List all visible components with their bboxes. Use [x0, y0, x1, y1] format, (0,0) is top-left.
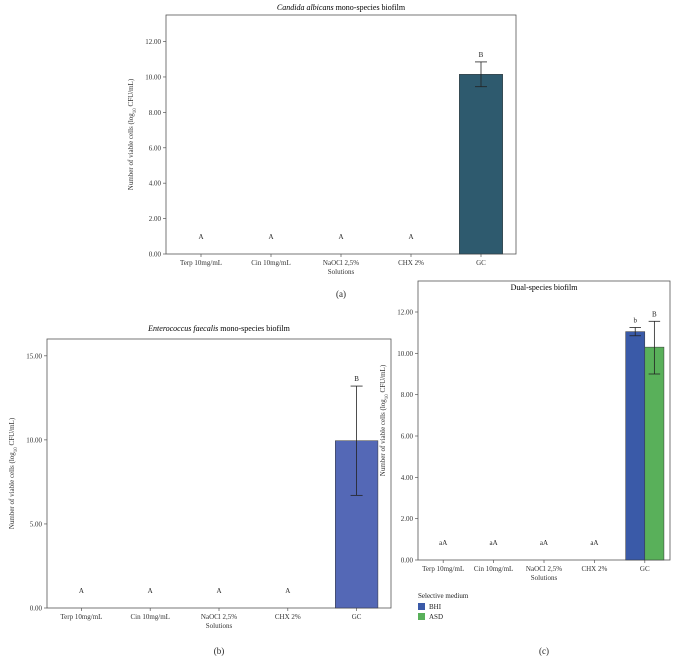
panel-label: (b)	[214, 646, 225, 656]
x-tick-label: Cin 10mg/mL	[474, 565, 513, 573]
significance-letter: B	[354, 375, 359, 383]
x-axis-label: Solutions	[328, 268, 355, 276]
y-axis-label: Number of viable cells (log10 CFU/mL)	[127, 78, 138, 190]
x-axis-label: Solutions	[531, 574, 558, 582]
x-tick-label: GC	[476, 259, 486, 267]
legend-swatch-bhi	[418, 603, 425, 610]
y-tick-label: 2.00	[149, 215, 162, 223]
y-tick-label: 2.00	[401, 515, 414, 523]
significance-letter: aA	[540, 539, 548, 547]
y-tick-label: 10.00	[397, 350, 413, 358]
significance-letter: aA	[490, 539, 498, 547]
x-tick-label: GC	[352, 613, 362, 621]
y-tick-label: 8.00	[401, 391, 414, 399]
legend-swatch-asd	[418, 613, 425, 620]
x-tick-label: Terp 10mg/mL	[60, 613, 102, 621]
significance-letter: A	[285, 587, 290, 595]
legend-label: ASD	[429, 613, 443, 621]
chart-a: Candida albicans mono-species biofilm 0.0…	[127, 3, 517, 299]
significance-letter: B	[479, 51, 484, 59]
legend-title: Selective medium	[418, 592, 469, 600]
bar-bhi	[625, 331, 646, 561]
x-tick-label: Terp 10mg/mL	[422, 565, 464, 573]
x-tick-label: NaOCl 2,5%	[201, 613, 237, 621]
significance-letter: aA	[439, 539, 447, 547]
y-axis-label: Number of viable cells (log10 CFU/mL)	[379, 364, 390, 476]
x-tick-label: CHX 2%	[398, 259, 424, 267]
significance-letter: A	[79, 587, 84, 595]
chart-c: Dual-species biofilm 0.00 2.00 4.00 6.00 8.00…	[379, 280, 671, 656]
x-tick-label: Cin 10mg/mL	[251, 259, 290, 267]
y-tick-label: 4.00	[149, 180, 162, 188]
x-axis-label: Solutions	[206, 622, 233, 630]
y-tick-label: 10.00	[145, 73, 161, 81]
y-tick-label: 10.00	[26, 436, 42, 444]
legend-label: BHI	[429, 603, 442, 611]
y-tick-label: 6.00	[401, 433, 414, 441]
x-tick-label: GC	[640, 565, 650, 573]
y-tick-label: 0.00	[30, 605, 43, 613]
significance-letter: A	[198, 233, 203, 241]
y-tick-label: 12.00	[397, 309, 413, 317]
chart-title: Dual-species biofilm	[511, 283, 579, 292]
y-tick-label: 4.00	[401, 474, 414, 482]
significance-letter: A	[268, 233, 273, 241]
significance-letter: b	[633, 317, 637, 325]
significance-letter: A	[216, 587, 221, 595]
y-tick-label: 12.00	[145, 38, 161, 46]
significance-letter: A	[148, 587, 153, 595]
y-tick-label: 8.00	[149, 109, 162, 117]
chart-title: Enterococcus faecalis mono-species biofi…	[147, 324, 290, 333]
y-tick-label: 0.00	[149, 251, 162, 259]
chart-b: Enterococcus faecalis mono-species biofi…	[8, 324, 392, 656]
x-tick-label: CHX 2%	[275, 613, 301, 621]
x-tick-label: CHX 2%	[581, 565, 607, 573]
y-tick-label: 15.00	[26, 352, 42, 360]
y-axis-label: Number of viable cells (log10 CFU/mL)	[8, 417, 19, 529]
bar-value	[459, 74, 503, 255]
significance-letter: A	[408, 233, 413, 241]
x-tick-label: Cin 10mg/mL	[130, 613, 169, 621]
x-tick-label: NaOCl 2,5%	[526, 565, 562, 573]
bar-asd	[644, 346, 665, 561]
significance-letter: aA	[590, 539, 598, 547]
panel-label: (c)	[539, 646, 549, 656]
significance-letter: A	[338, 233, 343, 241]
chart-title: Candida albicans mono-species biofilm	[277, 3, 406, 12]
panel-label: (a)	[336, 289, 346, 299]
x-tick-label: Terp 10mg/mL	[180, 259, 222, 267]
y-tick-label: 0.00	[401, 557, 414, 565]
significance-letter: B	[652, 310, 657, 318]
x-tick-label: NaOCl 2,5%	[323, 259, 359, 267]
y-tick-label: 6.00	[149, 144, 162, 152]
y-tick-label: 5.00	[30, 520, 43, 528]
